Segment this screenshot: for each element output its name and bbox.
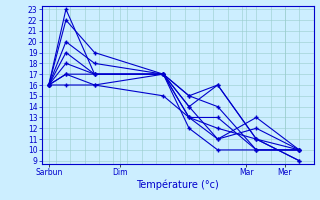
X-axis label: Température (°c): Température (°c) bbox=[136, 180, 219, 190]
